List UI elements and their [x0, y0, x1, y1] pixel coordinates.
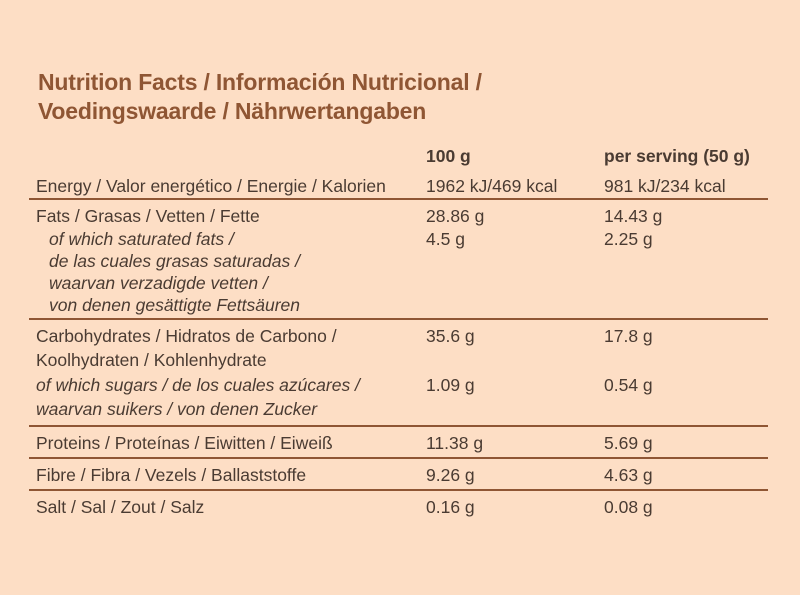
divider [29, 489, 768, 491]
title-line-1: Nutrition Facts / Información Nutriciona… [38, 69, 482, 95]
divider [29, 457, 768, 459]
fibre-per-100g: 9.26 g [426, 465, 475, 485]
sugars-label-2: waarvan suikers / von denen Zucker [36, 399, 318, 419]
carbs-label-1: Carbohydrates / Hidratos de Carbono / [36, 326, 337, 346]
saturated-label-2: de las cuales grasas saturadas / [49, 251, 300, 271]
saturated-per-100g: 4.5 g [426, 229, 465, 249]
divider [29, 425, 768, 427]
proteins-per-serving: 5.69 g [604, 433, 653, 453]
salt-label: Salt / Sal / Zout / Salz [36, 497, 205, 517]
energy-per-serving: 981 kJ/234 kcal [604, 176, 726, 196]
divider [29, 198, 768, 200]
fats-per-serving: 14.43 g [604, 206, 663, 226]
energy-per-100g: 1962 kJ/469 kcal [426, 176, 558, 196]
energy-label: Energy / Valor energético / Energie / Ka… [36, 176, 386, 196]
fibre-per-serving: 4.63 g [604, 465, 653, 485]
sugars-per-serving: 0.54 g [604, 375, 653, 395]
fats-per-100g: 28.86 g [426, 206, 485, 226]
fibre-label: Fibre / Fibra / Vezels / Ballaststoffe [36, 465, 307, 485]
saturated-label-4: von denen gesättigte Fettsäuren [49, 295, 301, 315]
nutrition-title: Nutrition Facts / Información Nutriciona… [38, 68, 482, 126]
title-line-2: Voedingswaarde / Nährwertangaben [38, 98, 427, 124]
fats-label: Fats / Grasas / Vetten / Fette [36, 206, 260, 226]
carbs-label-2: Koolhydraten / Kohlenhydrate [36, 350, 267, 370]
sugars-label-1: of which sugars / de los cuales azúcares… [36, 375, 360, 395]
header-per-100g: 100 g [426, 146, 471, 166]
salt-per-100g: 0.16 g [426, 497, 475, 517]
proteins-label: Proteins / Proteínas / Eiwitten / Eiweiß [36, 433, 333, 453]
header-per-serving: per serving (50 g) [604, 146, 750, 166]
divider [29, 318, 768, 320]
saturated-label-3: waarvan verzadigde vetten / [49, 273, 268, 293]
carbs-per-100g: 35.6 g [426, 326, 475, 346]
carbs-per-serving: 17.8 g [604, 326, 653, 346]
salt-per-serving: 0.08 g [604, 497, 653, 517]
saturated-per-serving: 2.25 g [604, 229, 653, 249]
saturated-label-1: of which saturated fats / [49, 229, 234, 249]
sugars-per-100g: 1.09 g [426, 375, 475, 395]
proteins-per-100g: 11.38 g [426, 433, 484, 453]
